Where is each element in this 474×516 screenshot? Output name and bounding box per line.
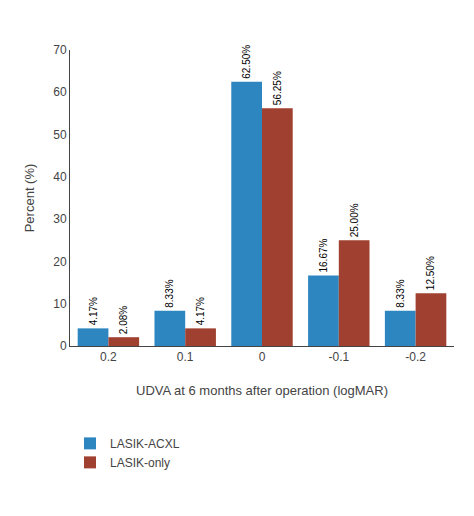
svg-text:4.17%: 4.17% [195, 297, 206, 325]
svg-text:-0.1: -0.1 [328, 350, 349, 364]
svg-text:50: 50 [53, 128, 67, 142]
svg-text:56.25%: 56.25% [272, 71, 283, 105]
svg-text:4.17%: 4.17% [88, 297, 99, 325]
svg-text:16.67%: 16.67% [318, 238, 329, 272]
svg-text:8.33%: 8.33% [395, 279, 406, 307]
svg-text:40: 40 [53, 170, 67, 184]
svg-text:Percent (%): Percent (%) [22, 164, 37, 233]
svg-text:0: 0 [60, 339, 67, 353]
svg-text:8.33%: 8.33% [164, 279, 175, 307]
svg-text:0: 0 [259, 350, 266, 364]
svg-text:LASIK-ACXL: LASIK-ACXL [110, 437, 180, 451]
svg-text:UDVA at 6 months after operati: UDVA at 6 months after operation (logMAR… [136, 383, 388, 398]
svg-text:20: 20 [53, 255, 67, 269]
svg-text:10: 10 [53, 297, 67, 311]
svg-text:12.50%: 12.50% [425, 256, 436, 290]
svg-text:60: 60 [53, 85, 67, 99]
svg-text:25.00%: 25.00% [349, 203, 360, 237]
svg-text:2.08%: 2.08% [118, 306, 129, 334]
svg-text:0.1: 0.1 [177, 350, 194, 364]
svg-text:70: 70 [53, 43, 67, 57]
svg-text:30: 30 [53, 212, 67, 226]
svg-text:-0.2: -0.2 [405, 350, 426, 364]
svg-text:LASIK-only: LASIK-only [110, 456, 170, 470]
svg-text:62.50%: 62.50% [241, 45, 252, 79]
svg-text:0.2: 0.2 [100, 350, 117, 364]
